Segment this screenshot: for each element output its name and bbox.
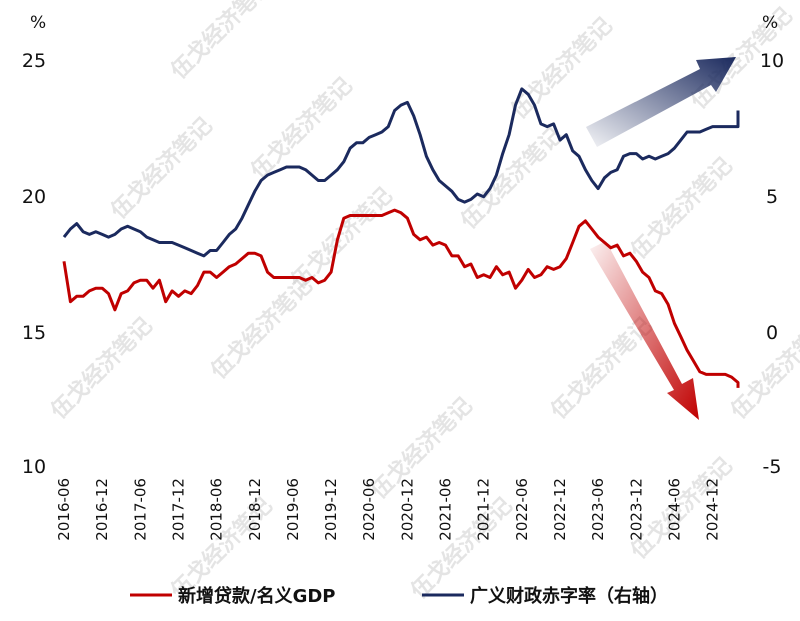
watermark-text: 伍戈经济笔记 [365,393,477,505]
legend-label-deficit: 广义财政赤字率（右轴） [470,585,668,607]
right-tick-minus5: -5 [763,456,782,478]
x-tick-label: 2024-06 [665,478,683,541]
left-axis-unit: % [30,13,46,33]
watermark-text: 伍戈经济笔记 [165,0,277,85]
x-tick-label: 2022-12 [551,478,569,541]
x-tick-label: 2016-06 [55,478,73,541]
x-axis-ticks: 2016-06 2016-12 2017-06 2017-12 2018-06 2018-… [55,478,722,541]
left-tick-20: 20 [22,186,46,208]
legend: 新增贷款/名义GDP 广义财政赤字率（右轴） [130,585,668,607]
down-trend-arrow [590,241,699,420]
right-tick-10: 10 [760,50,784,72]
right-axis-unit: % [762,13,778,33]
right-tick-5: 5 [766,186,778,208]
up-trend-arrow [586,57,736,147]
x-tick-label: 2019-12 [322,478,340,541]
watermark-text: 伍戈经济笔记 [45,313,157,425]
right-tick-0: 0 [766,322,778,344]
left-tick-15: 15 [22,322,46,344]
x-tick-label: 2020-12 [398,478,416,541]
watermark-text: 伍戈经济笔记 [625,153,737,265]
x-tick-label: 2021-06 [437,478,455,541]
x-tick-label: 2023-06 [589,478,607,541]
watermark-text: 伍戈经济笔记 [725,313,800,425]
x-tick-label: 2016-12 [93,478,111,541]
x-tick-label: 2017-12 [169,478,187,541]
x-tick-label: 2024-12 [704,478,722,541]
x-tick-label: 2018-12 [246,478,264,541]
left-tick-10: 10 [22,456,46,478]
left-tick-25: 25 [22,50,46,72]
x-tick-label: 2021-12 [475,478,493,541]
x-tick-label: 2019-06 [284,478,302,541]
legend-label-loans: 新增贷款/名义GDP [178,585,335,607]
watermark-text: 伍戈经济笔记 [505,13,617,125]
x-tick-label: 2023-12 [627,478,645,541]
watermark-text: 伍戈经济笔记 [105,113,217,225]
series-layer [62,87,740,388]
x-tick-label: 2022-06 [513,478,531,541]
series-line-loans [62,208,740,388]
x-tick-label: 2018-06 [208,478,226,541]
series-line-deficit [62,87,740,258]
x-tick-label: 2020-06 [360,478,378,541]
x-tick-label: 2017-06 [131,478,149,541]
watermark-text: 伍戈经济笔记 [455,123,567,235]
